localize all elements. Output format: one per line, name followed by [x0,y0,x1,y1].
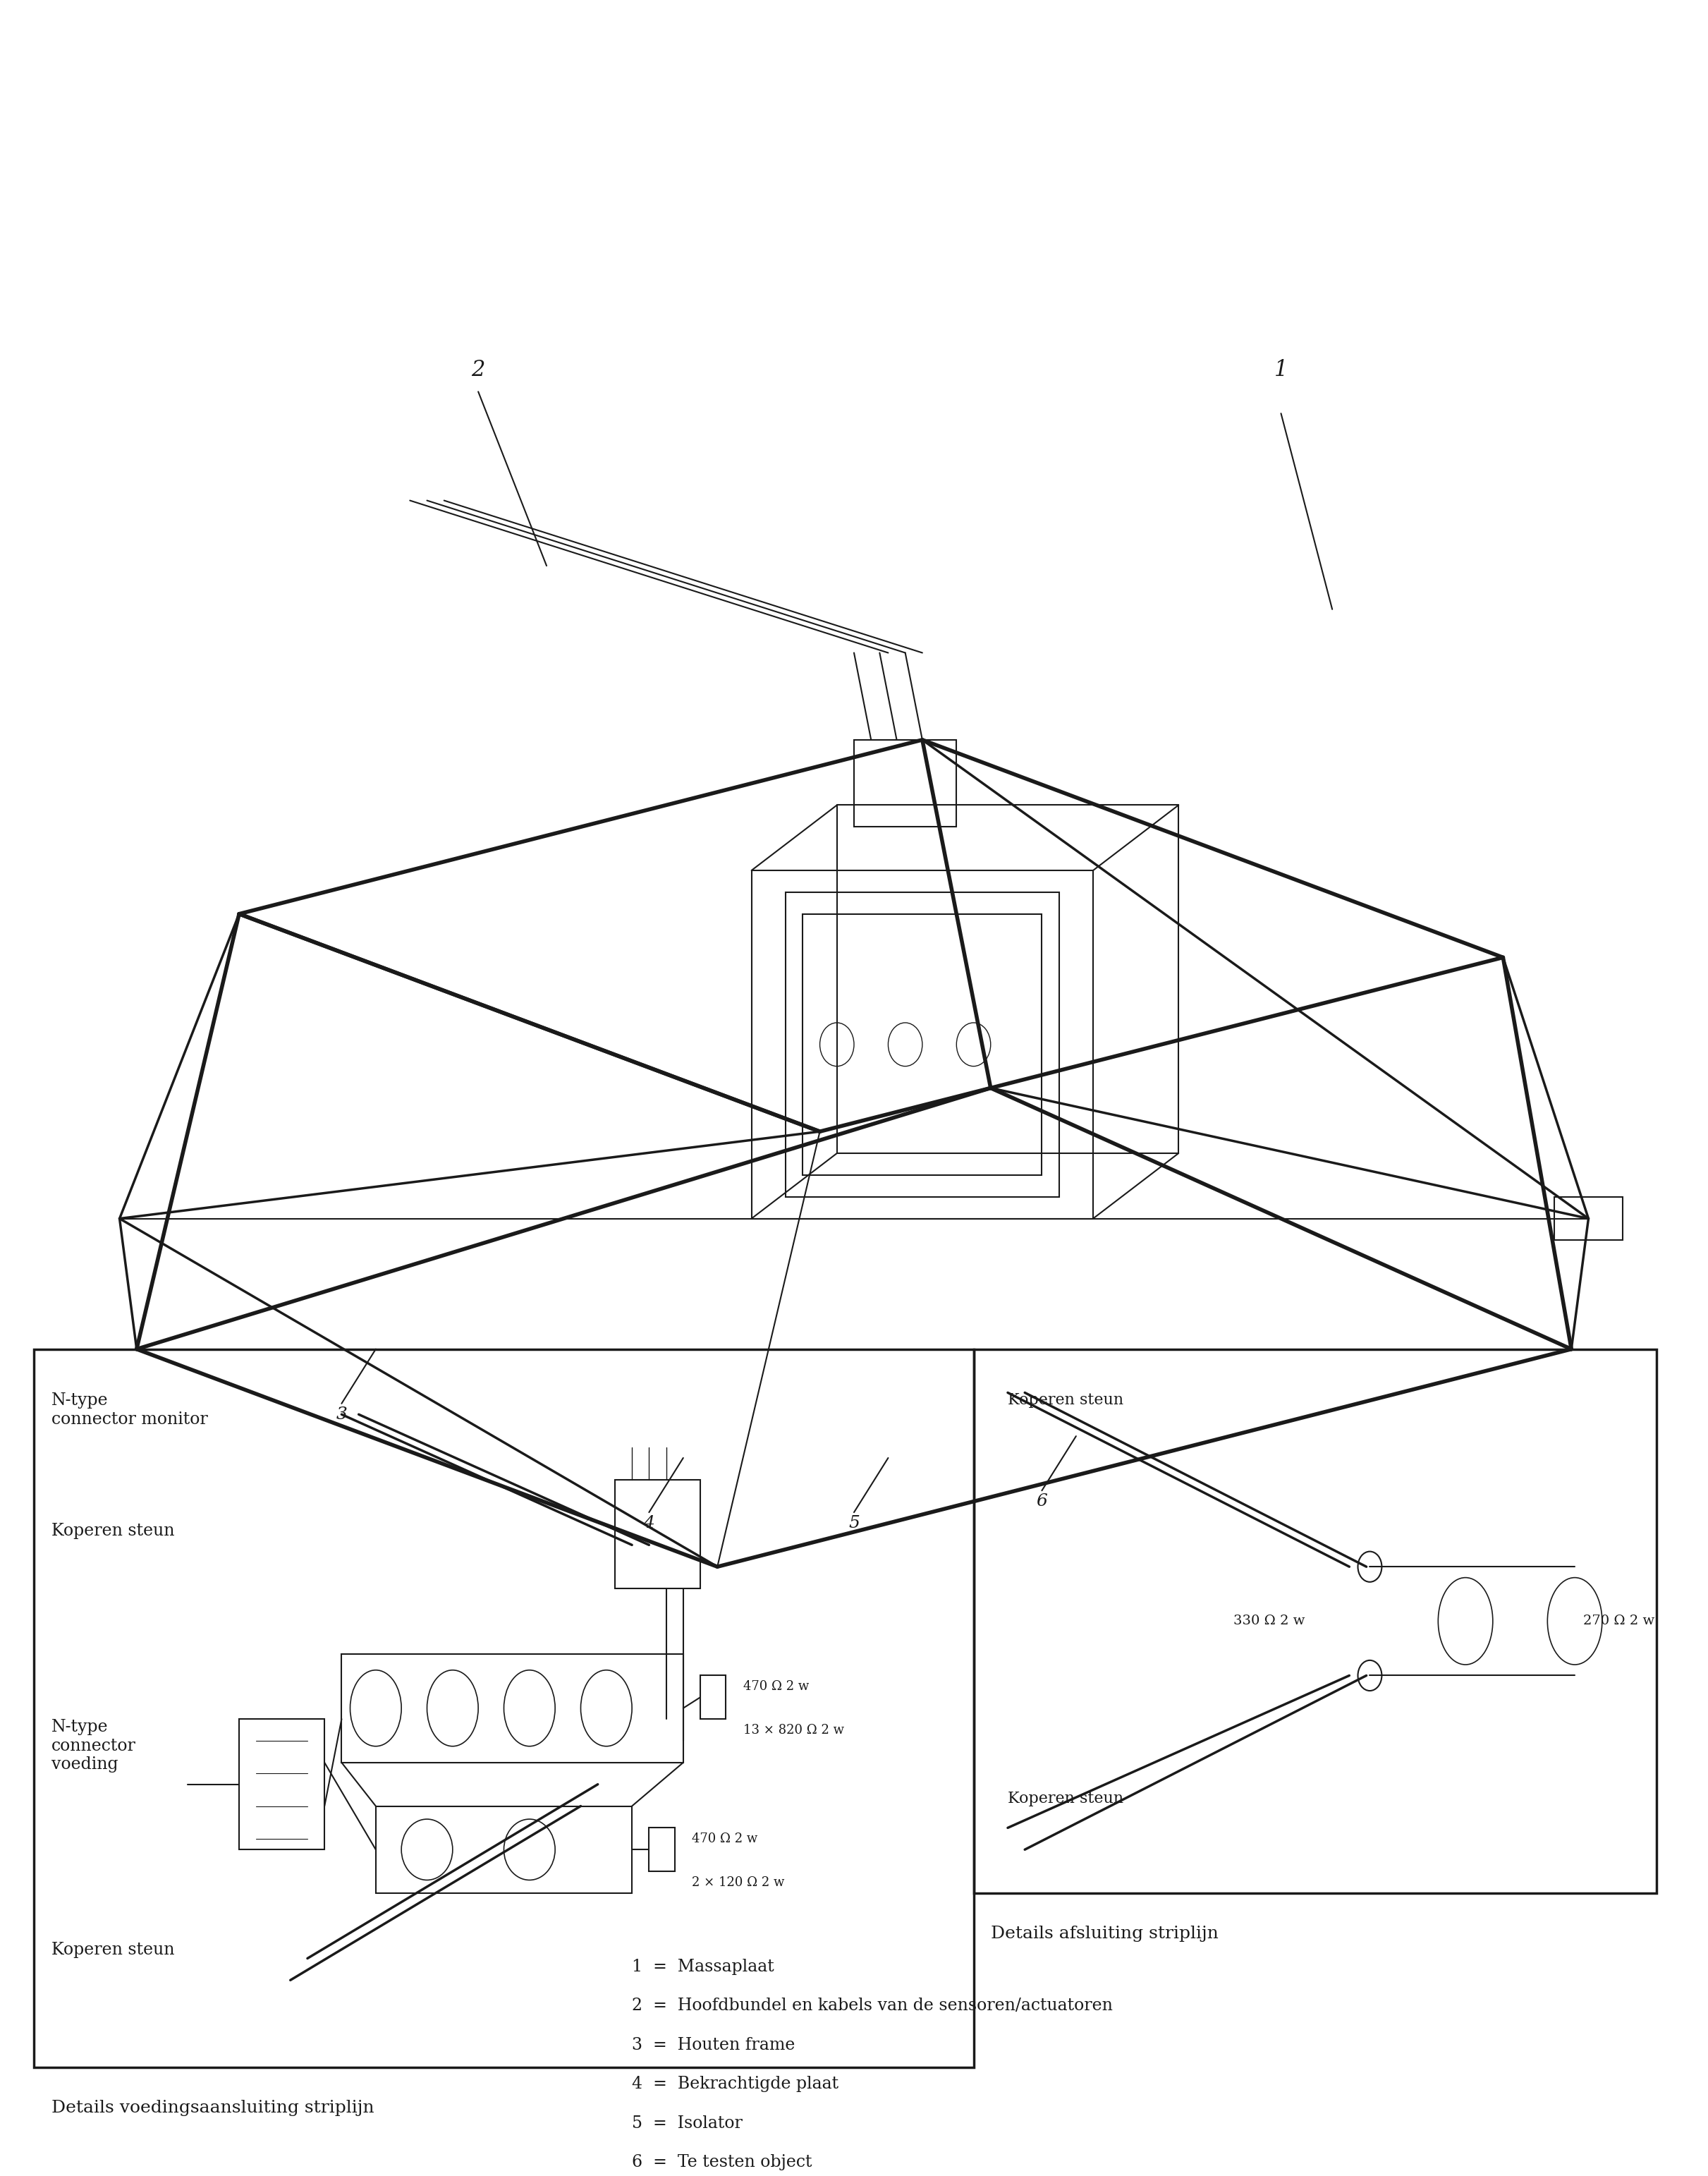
Text: Koperen steun: Koperen steun [51,1943,174,1958]
Bar [700,1676,726,1719]
Bar [34,1349,974,2067]
Bar [615,1480,700,1588]
Text: 6: 6 [1037,1493,1047,1510]
Text: 270 Ω 2 w: 270 Ω 2 w [1583,1615,1655,1628]
Bar [786,892,1059,1197]
Bar [854,740,956,827]
Bar [974,1349,1657,1893]
Text: 13 × 820 Ω 2 w: 13 × 820 Ω 2 w [743,1723,844,1736]
Bar [1554,1197,1623,1240]
Text: 4  =  Bekrachtigde plaat: 4 = Bekrachtigde plaat [632,2076,839,2091]
Text: 2: 2 [471,359,485,381]
Text: 1: 1 [1274,359,1288,381]
Text: Details voedingsaansluiting striplijn: Details voedingsaansluiting striplijn [51,2100,374,2115]
Text: N-type
connector monitor: N-type connector monitor [51,1393,208,1427]
Bar [803,914,1042,1175]
Bar [239,1719,325,1850]
Text: N-type
connector
voeding: N-type connector voeding [51,1719,135,1773]
Text: 3: 3 [336,1406,347,1423]
Text: Koperen steun: Koperen steun [1008,1791,1124,1806]
Text: 6  =  Te testen object: 6 = Te testen object [632,2154,811,2169]
Text: 4: 4 [644,1514,654,1532]
Bar [649,1828,675,1871]
Text: 2 × 120 Ω 2 w: 2 × 120 Ω 2 w [692,1876,784,1889]
Text: 470 Ω 2 w: 470 Ω 2 w [743,1680,810,1693]
Text: 5: 5 [849,1514,859,1532]
Text: Details afsluiting striplijn: Details afsluiting striplijn [991,1926,1218,1941]
Text: Koperen steun: Koperen steun [1008,1393,1124,1408]
Text: 2  =  Hoofdbundel en kabels van de sensoren/actuatoren: 2 = Hoofdbundel en kabels van de sensore… [632,1998,1114,2013]
Text: 330 Ω 2 w: 330 Ω 2 w [1233,1615,1305,1628]
Text: 5  =  Isolator: 5 = Isolator [632,2115,743,2130]
Text: 1  =  Massaplaat: 1 = Massaplaat [632,1958,774,1974]
Text: Koperen steun: Koperen steun [51,1523,174,1538]
Text: 3  =  Houten frame: 3 = Houten frame [632,2037,796,2052]
Text: 470 Ω 2 w: 470 Ω 2 w [692,1832,758,1845]
Bar [376,1806,632,1893]
Bar [342,1654,683,1763]
